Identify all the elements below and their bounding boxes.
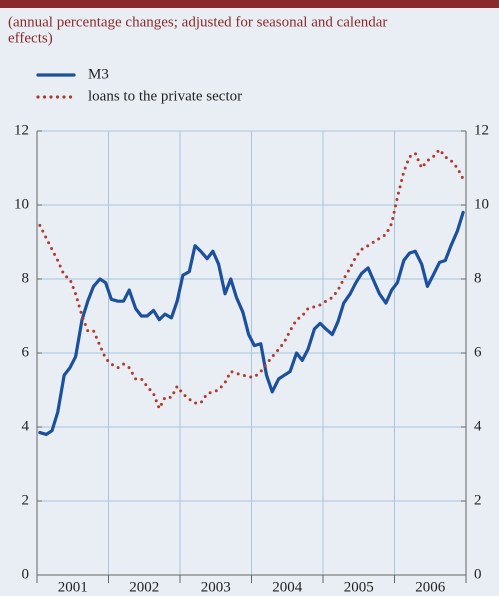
subtitle: effects) (8, 30, 53, 46)
x-tick-label: 2001 (58, 579, 88, 595)
y-tick-label: 8 (22, 270, 30, 286)
line-series (38, 210, 465, 436)
x-tick-label: 2003 (201, 579, 231, 595)
y-tick-label: 0 (22, 566, 30, 582)
header-band (0, 0, 499, 8)
y-tick-label: 4 (22, 418, 30, 434)
y-tick-label: 4 (474, 418, 482, 434)
y-tick-label: 2 (474, 492, 482, 508)
x-tick-label: 2005 (344, 579, 374, 595)
x-tick-label: 2004 (272, 579, 303, 595)
y-tick-label: 8 (474, 270, 482, 286)
legend-label: loans to the private sector (88, 88, 242, 104)
y-tick-label: 12 (14, 122, 29, 138)
y-tick-label: 0 (474, 566, 482, 582)
line-series (38, 148, 465, 410)
y-tick-label: 6 (474, 344, 482, 360)
x-tick-label: 2006 (415, 579, 446, 595)
legend-label: M3 (88, 66, 109, 82)
x-tick-label: 2002 (129, 579, 159, 595)
y-tick-label: 6 (22, 344, 30, 360)
y-tick-label: 12 (474, 122, 489, 138)
y-tick-label: 10 (474, 196, 489, 212)
y-tick-label: 2 (22, 492, 30, 508)
subtitle: (annual percentage changes; adjusted for… (8, 14, 387, 30)
y-tick-label: 10 (14, 196, 29, 212)
